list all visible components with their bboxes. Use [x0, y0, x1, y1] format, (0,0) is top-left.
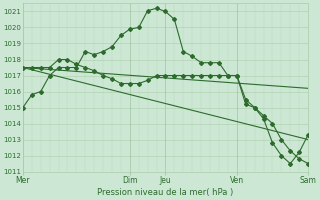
X-axis label: Pression niveau de la mer( hPa ): Pression niveau de la mer( hPa ) — [97, 188, 234, 197]
